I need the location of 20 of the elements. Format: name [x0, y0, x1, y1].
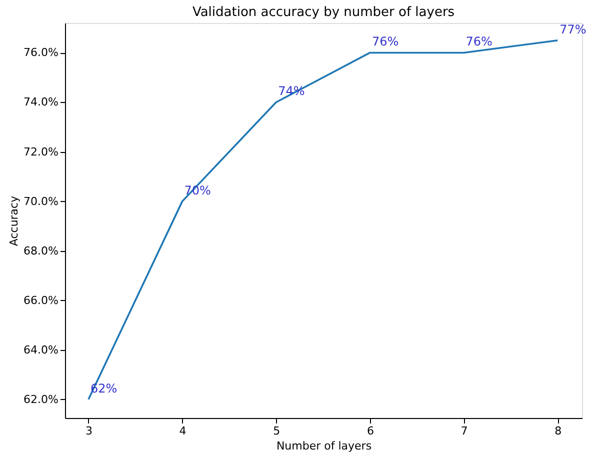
- x-tick-label: 5: [273, 424, 280, 438]
- x-tick-label: 6: [366, 424, 374, 438]
- data-label: 76%: [372, 34, 399, 49]
- y-tick-label: 74.0%: [24, 96, 58, 109]
- y-tick-label: 72.0%: [24, 145, 58, 158]
- y-tick-label: 70.0%: [24, 194, 58, 208]
- x-tick-label: 8: [554, 424, 562, 438]
- x-axis-title: Number of layers: [276, 440, 372, 452]
- y-tick-label: 76.0%: [24, 46, 58, 60]
- x-tick-label: 7: [460, 424, 468, 438]
- data-label: 77%: [560, 22, 586, 36]
- data-label: 76%: [466, 34, 492, 49]
- y-tick-label: 64.0%: [24, 343, 58, 356]
- y-tick-label: 68.0%: [24, 244, 58, 258]
- y-tick-label: 62.0%: [24, 392, 58, 406]
- chart-title: Validation accuracy by number of layers: [192, 5, 455, 20]
- x-tick-label: 4: [179, 424, 186, 438]
- x-tick-label: 3: [85, 424, 92, 438]
- y-axis-title: Accuracy: [8, 195, 21, 246]
- y-tick-label: 66.0%: [24, 294, 58, 307]
